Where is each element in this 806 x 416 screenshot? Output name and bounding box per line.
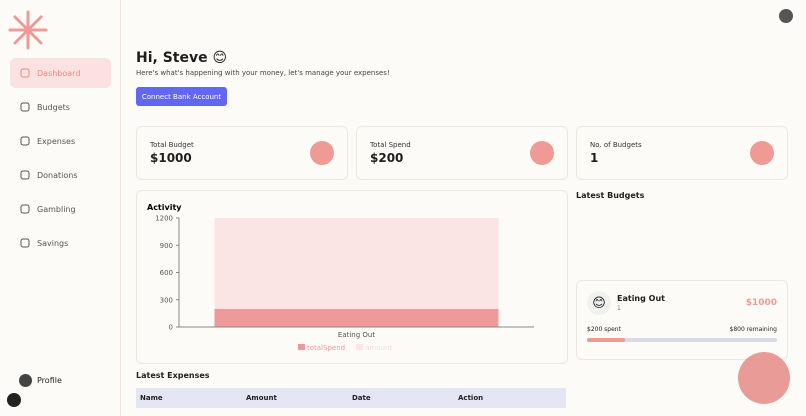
bar (214, 308, 499, 327)
nav-label: Expenses (37, 136, 76, 146)
stat-value: $200 (370, 151, 404, 165)
sidebar: Profile Dashboard Budgets Expenses Donation… (0, 0, 121, 416)
nav-label: Gambling (37, 204, 76, 214)
stat-value: 1 (590, 151, 599, 165)
table-header: Name Amount Date Action (136, 388, 566, 408)
legend-swatch (356, 344, 364, 350)
y-tick-label: 1200 (155, 215, 173, 223)
legend-label: totalSpend (307, 344, 345, 352)
stat-label: No. of Budgets (590, 141, 642, 149)
greeting: Hi, Steve 😊 (136, 50, 228, 66)
budget-amount: $1000 (745, 298, 777, 308)
nav-icon-shape (20, 68, 30, 78)
nav-icon-shape (20, 238, 30, 248)
stat-label: Total Spend (370, 141, 411, 149)
chart-title: Activity (147, 203, 182, 212)
activity-card: Activity 0 300 600 900 1200 Eating Out totalSpe… (136, 190, 568, 364)
column-header: Name (140, 394, 163, 402)
y-tick-label: 0 (169, 324, 173, 332)
legend-swatch (298, 344, 305, 350)
nav-label: Dashboard (37, 68, 81, 78)
profile[interactable]: Profile (19, 374, 62, 387)
nav-item[interactable]: Expenses (10, 126, 111, 156)
progress-track (587, 338, 777, 342)
nav-item[interactable]: Dashboard (10, 58, 111, 88)
nav-item[interactable]: Gambling (10, 194, 111, 224)
nav-icon (20, 238, 30, 248)
nav-icon-shape (20, 136, 30, 146)
nav-icon (20, 102, 30, 112)
stat-value: $1000 (150, 151, 192, 165)
stat-card: Total Budget $1000 (136, 126, 348, 180)
x-tick-label: Eating Out (338, 331, 375, 339)
profile-label: Profile (37, 376, 62, 385)
bolt-icon[interactable] (7, 393, 21, 407)
chart: Activity 0 300 600 900 1200 Eating Out totalSpe… (147, 203, 534, 352)
subtitle: Here's what's happening with your money,… (136, 69, 390, 77)
bar (214, 218, 499, 309)
logo (8, 10, 48, 50)
y-tick-label: 300 (160, 296, 173, 304)
stat-card: No. of Budgets 1 (576, 126, 788, 180)
budget-remaining: $800 remaining (729, 326, 777, 333)
nav-item[interactable]: Savings (10, 228, 111, 258)
nav-item[interactable]: Budgets (10, 92, 111, 122)
nav-icon (20, 170, 30, 180)
help-button[interactable] (738, 352, 790, 404)
column-header: Amount (246, 394, 277, 402)
nav-icon-shape (20, 170, 30, 180)
column-header: Date (352, 394, 371, 402)
nav-icon-shape (20, 102, 30, 112)
y-tick-label: 600 (160, 269, 173, 277)
column-header: Action (458, 394, 484, 402)
nav-label: Donations (37, 170, 78, 180)
nav-label: Savings (37, 238, 69, 248)
budget-count: 1 (617, 305, 621, 312)
stat-label: Total Budget (150, 141, 194, 149)
nav-item[interactable]: Donations (10, 160, 111, 190)
nav-icon-shape (20, 204, 30, 214)
latest-budgets-title: Latest Budgets (576, 191, 645, 200)
avatar[interactable] (779, 9, 793, 23)
stat-icon (530, 141, 554, 165)
stat-card: Total Spend $200 (356, 126, 568, 180)
nav-icon (20, 68, 30, 78)
budget-name: Eating Out (617, 294, 665, 303)
nav-label: Budgets (37, 102, 70, 112)
budget-card[interactable]: 😊 Eating Out 1 $1000 $200 spent $800 rem… (576, 280, 788, 360)
budget-spent: $200 spent (587, 326, 621, 333)
budget-icon: 😊 (587, 291, 611, 315)
legend-label: amount (365, 344, 392, 352)
latest-expenses-title: Latest Expenses (136, 371, 210, 380)
nav-icon (20, 136, 30, 146)
progress-fill (587, 338, 625, 342)
connect-button[interactable]: Connect Bank Account (136, 87, 227, 106)
stat-icon (310, 141, 334, 165)
stat-icon (750, 141, 774, 165)
nav-icon (20, 204, 30, 214)
y-tick-label: 900 (160, 242, 173, 250)
